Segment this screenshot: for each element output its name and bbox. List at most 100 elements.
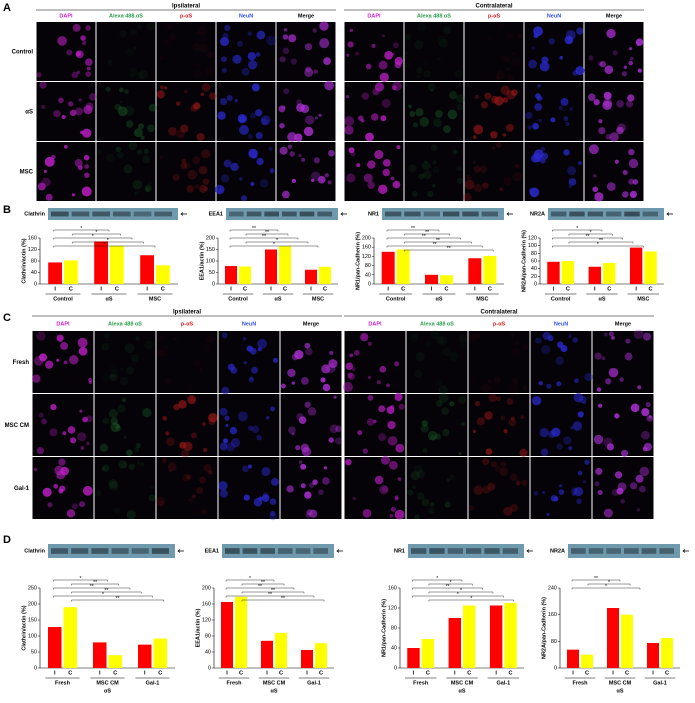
significance-label: * <box>576 226 578 232</box>
series-label: C <box>488 286 492 292</box>
cell-signal <box>575 66 585 76</box>
cell-signal <box>423 70 431 78</box>
cell-signal <box>36 331 46 341</box>
cell-signal <box>408 104 412 108</box>
cell-signal <box>58 458 66 466</box>
cell-signal <box>608 331 614 337</box>
cell-signal <box>198 165 208 175</box>
cell-signal <box>458 451 462 456</box>
cell-signal <box>529 187 540 198</box>
bar <box>468 258 482 284</box>
cell-signal <box>512 172 522 182</box>
significance-label: * <box>103 242 105 248</box>
cell-signal <box>442 347 452 357</box>
bar <box>381 251 395 284</box>
blot-label: NR1 <box>394 548 405 554</box>
cell-signal <box>410 471 420 481</box>
group-title: Ipsilateral <box>173 310 201 316</box>
cell-signal <box>135 336 140 341</box>
cell-signal <box>208 92 217 100</box>
cell-signal <box>258 496 263 501</box>
cell-signal <box>490 131 498 139</box>
cell-signal <box>629 190 638 198</box>
cell-signal <box>572 421 583 431</box>
cell-signal <box>79 501 85 508</box>
cell-signal <box>137 72 144 80</box>
cell-signal <box>638 485 646 493</box>
cell-signal <box>144 184 153 192</box>
significance-label: ** <box>281 596 285 602</box>
blot-band <box>299 211 315 217</box>
cell-signal <box>303 126 314 137</box>
cell-signal <box>86 66 91 71</box>
significance-label: * <box>470 596 472 602</box>
x-tick-label: MSC CM <box>96 680 119 686</box>
cell-signal <box>66 509 76 518</box>
x-tick-label: Control <box>386 296 406 302</box>
cell-signal <box>84 172 90 178</box>
cell-signal <box>226 95 233 102</box>
cell-signal <box>116 151 124 159</box>
series-label: I <box>387 286 389 292</box>
x-tick-label: αS <box>274 296 281 302</box>
cell-signal <box>319 38 330 49</box>
cell-signal <box>283 28 288 32</box>
bar <box>319 266 331 284</box>
cell-signal <box>456 165 463 172</box>
cell-signal <box>255 109 263 117</box>
series-label: C <box>649 286 653 292</box>
cell-signal <box>538 118 543 123</box>
cell-signal <box>494 465 501 472</box>
cell-signal <box>446 478 451 482</box>
cell-signal <box>298 416 307 425</box>
x-tick-label: MSC CM <box>263 680 286 686</box>
cell-signal <box>188 381 193 386</box>
bar <box>425 274 438 284</box>
column-label: Merge <box>303 321 319 327</box>
cell-signal <box>49 428 58 437</box>
cell-signal <box>85 25 91 31</box>
micrograph <box>156 142 216 201</box>
cell-signal <box>503 506 513 517</box>
cell-signal <box>538 381 543 386</box>
cell-signal <box>473 485 484 496</box>
row-label: MSC CM <box>5 423 29 429</box>
cell-signal <box>381 455 390 465</box>
cell-signal <box>71 193 75 197</box>
cell-signal <box>414 369 423 378</box>
cell-signal <box>510 347 521 357</box>
micrograph <box>156 82 216 141</box>
cell-signal <box>574 486 584 497</box>
cell-signal <box>630 482 638 490</box>
cell-signal <box>606 443 615 451</box>
cell-signal <box>312 28 317 33</box>
cell-signal <box>448 91 458 100</box>
blot-band <box>411 548 427 554</box>
cell-signal <box>381 34 386 38</box>
significance-bracket <box>225 595 315 598</box>
significance-label: * <box>273 242 275 248</box>
cell-signal <box>196 132 205 141</box>
cell-signal <box>539 61 550 72</box>
column-label: DAPI <box>56 321 70 327</box>
cell-signal <box>594 481 600 487</box>
blot-band <box>481 211 498 217</box>
cell-signal <box>542 490 546 494</box>
cell-signal <box>382 168 390 177</box>
group-label: αS <box>270 688 277 694</box>
cell-signal <box>137 461 141 465</box>
cell-signal <box>114 103 122 111</box>
significance-bracket <box>53 579 108 582</box>
blot-band <box>260 548 275 554</box>
y-axis-label: NR2A/pan-Cadherin (%) <box>541 597 547 659</box>
cell-signal <box>255 132 263 140</box>
bar <box>588 266 601 284</box>
column-label: NeuN <box>242 321 256 327</box>
cell-signal <box>500 461 507 468</box>
cell-signal <box>430 144 438 151</box>
cell-signal <box>506 67 510 72</box>
bar <box>140 255 154 284</box>
panel-label: A <box>3 2 11 14</box>
cell-signal <box>261 494 270 503</box>
cell-signal <box>237 113 247 124</box>
